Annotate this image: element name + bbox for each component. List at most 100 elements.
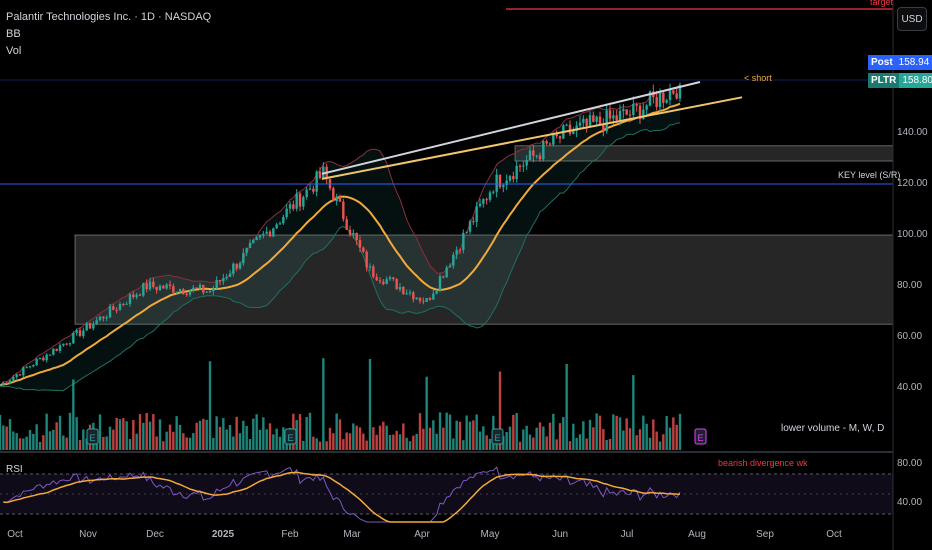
rsi-label[interactable]: RSI: [6, 464, 23, 475]
volume-bar: [358, 427, 362, 450]
candle-body: [485, 199, 488, 201]
candle-body: [278, 223, 282, 225]
earnings-marker-box: [284, 428, 297, 445]
candle-body: [42, 357, 45, 361]
candle-body: [488, 192, 492, 200]
volume-bar: [222, 418, 225, 450]
bearish-divergence-annotation[interactable]: bearish divergence wk: [718, 458, 808, 468]
volume-bar: [105, 436, 108, 450]
candle-body: [312, 188, 315, 192]
short-annotation[interactable]: < short: [744, 73, 772, 83]
candle-body: [665, 100, 668, 103]
candle-body: [595, 116, 598, 122]
candle-body: [125, 303, 128, 305]
candle-body: [48, 354, 52, 356]
volume-bar: [612, 414, 615, 450]
key-level-annotation[interactable]: KEY level (S/R): [838, 170, 901, 180]
volume-bar: [2, 425, 5, 450]
candle-body: [92, 323, 95, 329]
volume-bar: [505, 432, 508, 450]
volume-bar: [228, 425, 232, 450]
candle-body: [552, 133, 555, 145]
volume-bar: [178, 424, 182, 450]
candle-body: [385, 279, 388, 284]
indicator-bb-label[interactable]: BB: [6, 28, 21, 40]
volume-bar: [192, 433, 195, 450]
volume-bar: [528, 434, 532, 450]
volume-bar: [652, 419, 655, 450]
chart-legend: Palantir Technologies Inc. · 1D · NASDAQ…: [6, 9, 211, 60]
volume-bar: [182, 433, 185, 450]
volume-bar: [532, 437, 535, 450]
volume-bar: [5, 426, 8, 450]
volume-bar: [385, 425, 388, 450]
candle-body: [18, 374, 22, 376]
rsi-ma-line: [3, 471, 681, 523]
candle-body: [468, 221, 472, 232]
candle-body: [678, 85, 682, 99]
candle-body: [628, 114, 632, 116]
candle-body: [585, 118, 588, 126]
volume-bar: [672, 417, 675, 450]
candle-body: [22, 367, 25, 376]
volume-bar: [372, 427, 375, 450]
candle-body: [298, 193, 302, 207]
candle-body: [428, 298, 432, 300]
volume-bar: [322, 358, 325, 450]
candle-body: [548, 143, 552, 145]
volume-bar: [578, 434, 582, 450]
candle-body: [645, 105, 648, 110]
candle-body: [492, 191, 495, 193]
price-tick-label: 40.00: [897, 382, 923, 393]
volume-bar: [278, 436, 282, 450]
volume-bar: [122, 418, 125, 450]
target-annotation[interactable]: target: [870, 0, 894, 7]
volume-bar: [125, 421, 128, 450]
currency-button[interactable]: USD: [897, 7, 927, 31]
volume-bar: [352, 423, 355, 450]
candle-body: [272, 228, 275, 237]
lower-volume-annotation[interactable]: lower volume - M, W, D: [781, 423, 885, 434]
candle-body: [348, 229, 352, 235]
bollinger-band-fill: [0, 84, 680, 391]
symbol-title[interactable]: Palantir Technologies Inc. · 1D · NASDAQ: [6, 11, 212, 23]
candle-body: [515, 165, 518, 180]
earnings-marker-box: [86, 428, 99, 445]
bollinger-upper: [0, 83, 681, 386]
candle-body: [332, 188, 335, 202]
candle-body: [522, 165, 525, 167]
volume-bar: [112, 429, 115, 450]
volume-bar: [642, 415, 645, 450]
candle-body: [72, 332, 75, 344]
volume-bar: [472, 420, 475, 450]
candle-body: [308, 188, 312, 190]
volume-bar: [22, 438, 25, 450]
volume-bar: [535, 427, 538, 450]
volume-bar: [198, 420, 202, 450]
volume-bar: [35, 424, 38, 450]
candle-body: [592, 115, 595, 122]
candle-body: [258, 235, 262, 238]
candle-body: [8, 380, 12, 384]
volume-bar: [185, 437, 188, 450]
candle-body: [388, 277, 392, 280]
volume-bar: [338, 419, 342, 450]
volume-bar: [148, 421, 152, 450]
candle-body: [192, 287, 195, 291]
volume-bar: [142, 422, 145, 450]
volume-bar: [552, 413, 555, 450]
volume-bar: [455, 420, 458, 450]
indicator-vol-label[interactable]: Vol: [6, 45, 22, 57]
rsi-tick-40: 40.00: [897, 497, 923, 508]
candle-body: [2, 382, 5, 386]
candle-body: [418, 297, 422, 301]
candle-body: [415, 297, 418, 300]
candle-body: [315, 171, 318, 192]
ticker-label: PLTR: [868, 73, 900, 88]
volume-bar: [245, 425, 248, 450]
volume-bar: [82, 429, 85, 450]
candle-body: [208, 291, 212, 293]
candle-body: [58, 345, 62, 351]
volume-bar: [55, 422, 58, 450]
